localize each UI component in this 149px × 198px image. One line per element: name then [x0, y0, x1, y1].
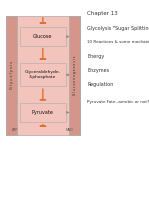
- Text: G l u c o n e o g e n e s i s: G l u c o n e o g e n e s i s: [73, 55, 77, 95]
- Text: Glucose: Glucose: [33, 34, 53, 39]
- Text: Glycolysis "Sugar Splitting": Glycolysis "Sugar Splitting": [87, 26, 149, 31]
- Text: NAD: NAD: [65, 128, 73, 132]
- Text: Enzymes: Enzymes: [87, 68, 109, 73]
- Text: Chapter 13: Chapter 13: [87, 11, 118, 16]
- Bar: [20, 27, 66, 46]
- Bar: [69, 16, 80, 135]
- Text: ATP: ATP: [12, 128, 18, 132]
- Bar: [6, 16, 17, 135]
- Text: Regulation: Regulation: [87, 82, 113, 87]
- Bar: [20, 103, 66, 122]
- Bar: [20, 63, 66, 86]
- Text: Energy: Energy: [87, 54, 104, 59]
- Bar: [6, 16, 80, 135]
- Text: Pyruvate Fate--aerobic or not?: Pyruvate Fate--aerobic or not?: [87, 100, 149, 104]
- Text: Glyceraldehyde-
3-phosphate: Glyceraldehyde- 3-phosphate: [25, 70, 61, 79]
- Text: 10 Reactions & some mechanisms: 10 Reactions & some mechanisms: [87, 40, 149, 44]
- Text: G l y c o l y s i s: G l y c o l y s i s: [10, 61, 14, 89]
- Text: Pyruvate: Pyruvate: [32, 110, 54, 115]
